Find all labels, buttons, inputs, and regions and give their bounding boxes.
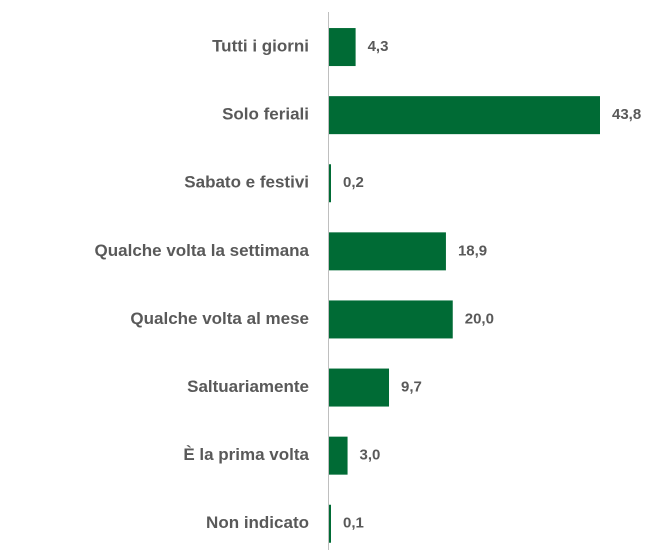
value-label: 0,1 (343, 515, 364, 532)
bar (329, 504, 331, 543)
value-label: 4,3 (368, 38, 389, 55)
value-label: 20,0 (465, 310, 494, 327)
category-label: È la prima volta (183, 445, 309, 464)
bar (329, 164, 331, 203)
bar (329, 232, 446, 271)
value-label: 18,9 (458, 242, 487, 259)
category-label: Saltuariamente (187, 377, 309, 396)
value-label: 43,8 (612, 106, 641, 123)
category-label: Qualche volta al mese (130, 309, 309, 328)
bar (329, 96, 600, 135)
category-label: Solo feriali (222, 105, 309, 124)
bar (329, 28, 356, 67)
value-label: 3,0 (360, 447, 381, 464)
bar (329, 300, 453, 339)
bar (329, 368, 390, 407)
category-label: Sabato e festivi (184, 173, 309, 192)
value-label: 9,7 (401, 379, 422, 396)
bar (329, 436, 348, 475)
category-label: Tutti i giorni (212, 37, 309, 56)
category-label: Qualche volta la settimana (95, 241, 310, 260)
value-label: 0,2 (343, 174, 364, 191)
category-label: Non indicato (206, 513, 309, 532)
